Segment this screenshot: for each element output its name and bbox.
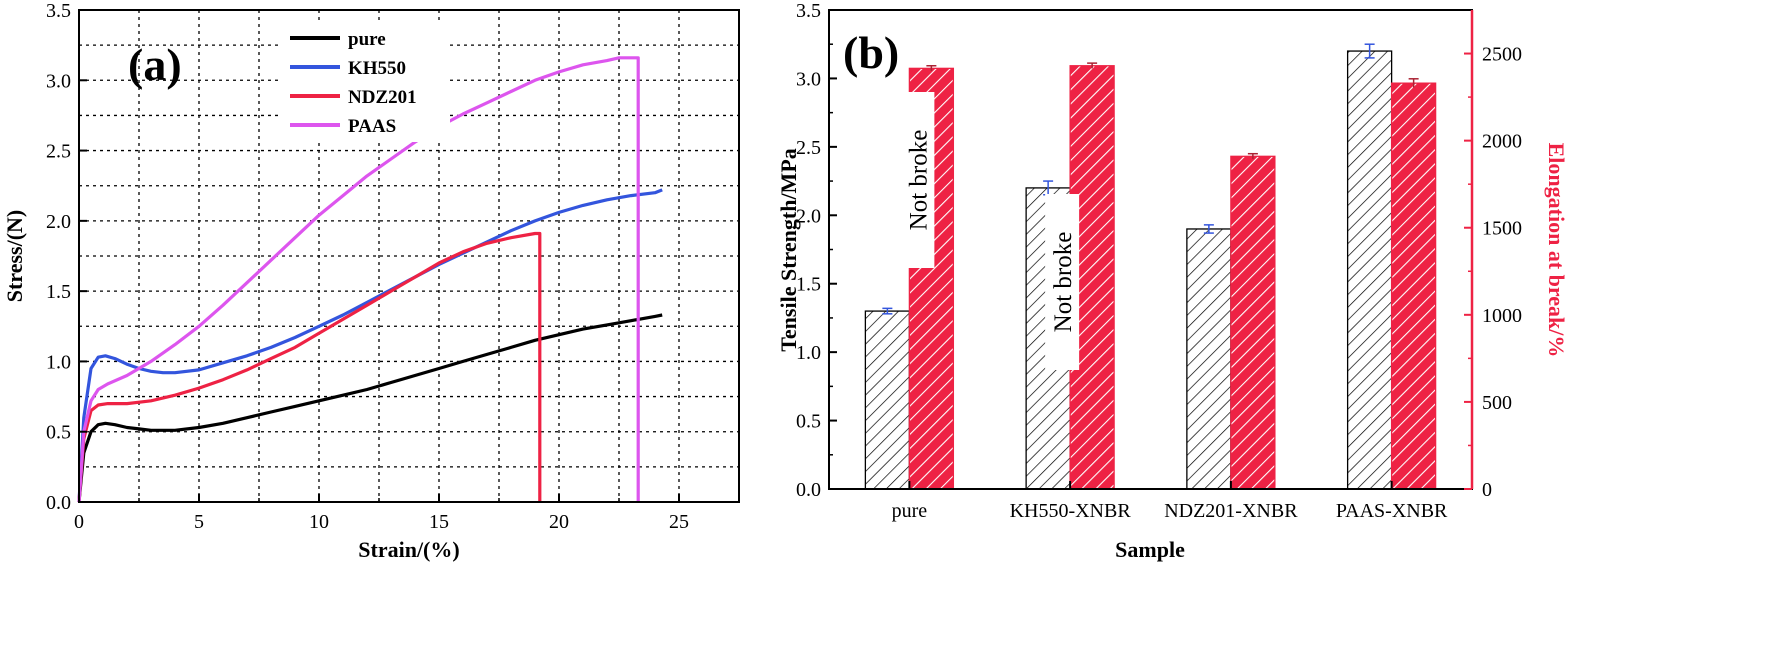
a-x-tick-label: 10 <box>309 511 329 533</box>
annotation-not-broke: Not broke <box>1050 232 1077 333</box>
b-annotations: Not broke Not broke <box>900 92 1080 370</box>
bar-tensile-strength <box>1186 228 1232 490</box>
a-y-tick-label: 1.0 <box>46 351 71 373</box>
a-x-tick-label: 5 <box>194 511 204 533</box>
b-ticks: pure KH550-XNBR NDZ201-XNBR PAAS-XNBR 0.0 0.5… <box>796 0 1522 522</box>
a-x-tick-label: 0 <box>74 511 84 533</box>
a-series-line-pure <box>77 313 663 503</box>
a-ticks: 0 5 10 15 20 25 0.0 0.5 1.0 1.5 2.0 2.5 3.0 3.5 <box>46 0 689 533</box>
b-y2-tick-label: 0 <box>1482 479 1492 501</box>
a-y-tick-label: 3.5 <box>46 0 71 22</box>
panel-label-b: (b) <box>843 27 899 78</box>
b-y-tick-label: 0.5 <box>796 411 821 433</box>
a-y-tick-label: 1.5 <box>46 281 71 303</box>
b-y-tick-label: 3.5 <box>796 0 821 22</box>
b-category-label: PAAS-XNBR <box>1336 500 1448 522</box>
b-category-label: pure <box>892 500 928 522</box>
bar-elongation <box>1230 155 1276 490</box>
panel-a: 0 5 10 15 20 25 0.0 0.5 1.0 1.5 2.0 2.5 3.0 3.5 (a) S… <box>2 0 740 562</box>
b-y-tick-label: 0.0 <box>796 479 821 501</box>
b-y-tick-label: 1.5 <box>796 274 821 296</box>
a-series-line-ndz201 <box>77 231 542 503</box>
b-y-tick-label: 3.0 <box>796 68 821 90</box>
a-x-tick-label: 20 <box>549 511 569 533</box>
a-y-tick-label: 0.0 <box>46 492 71 514</box>
a-lines <box>77 56 663 503</box>
b-y2-tick-label: 1000 <box>1482 305 1522 327</box>
legend-label-kh550: KH550 <box>348 58 406 79</box>
bar-elongation <box>1390 82 1437 490</box>
bar-tensile-strength <box>1346 50 1393 490</box>
panel-b: pure KH550-XNBR NDZ201-XNBR PAAS-XNBR 0.0 0.5… <box>776 0 1569 562</box>
annotation-not-broke: Not broke <box>905 130 932 231</box>
a-x-tick-label: 15 <box>429 511 449 533</box>
a-x-tick-label: 25 <box>669 511 689 533</box>
panel-label-a: (a) <box>128 39 182 90</box>
b-category-label: NDZ201-XNBR <box>1164 500 1298 522</box>
b-y2-axis-title: Elongation at break/% <box>1544 143 1569 358</box>
b-y-tick-label: 2.0 <box>796 205 821 227</box>
b-y-tick-label: 1.0 <box>796 342 821 364</box>
bar-tensile-strength <box>864 310 911 490</box>
legend-label-paas: PAAS <box>348 116 396 137</box>
legend-box <box>282 22 450 142</box>
a-y-tick-label: 2.5 <box>46 141 71 163</box>
b-y2-tick-label: 2000 <box>1482 131 1522 153</box>
b-y-tick-label: 2.5 <box>796 137 821 159</box>
a-y-tick-label: 0.5 <box>46 422 71 444</box>
a-x-axis-title: Strain/(%) <box>358 537 459 562</box>
a-series-line-kh550 <box>77 188 663 503</box>
a-frame <box>78 9 740 503</box>
b-y2-tick-label: 2500 <box>1482 44 1522 66</box>
a-series-line-paas <box>77 56 640 503</box>
legend-label-pure: pure <box>348 29 386 50</box>
annotation-box <box>900 92 935 268</box>
b-bars <box>864 43 1437 490</box>
b-x-axis-title: Sample <box>1115 537 1185 562</box>
b-category-label: KH550-XNBR <box>1010 500 1132 522</box>
legend-a: pure KH550 NDZ201 PAAS <box>282 22 450 142</box>
b-y-axis-title: Tensile Strength/MPa <box>776 148 801 352</box>
b-y2-tick-label: 1500 <box>1482 218 1522 240</box>
legend-label-ndz201: NDZ201 <box>348 87 417 108</box>
a-y-tick-label: 2.0 <box>46 211 71 233</box>
a-y-axis-title: Stress/(N) <box>2 210 27 302</box>
annotation-box <box>1045 194 1080 370</box>
a-grid <box>79 10 739 502</box>
a-y-tick-label: 3.0 <box>46 70 71 92</box>
b-y2-tick-label: 500 <box>1482 392 1512 414</box>
